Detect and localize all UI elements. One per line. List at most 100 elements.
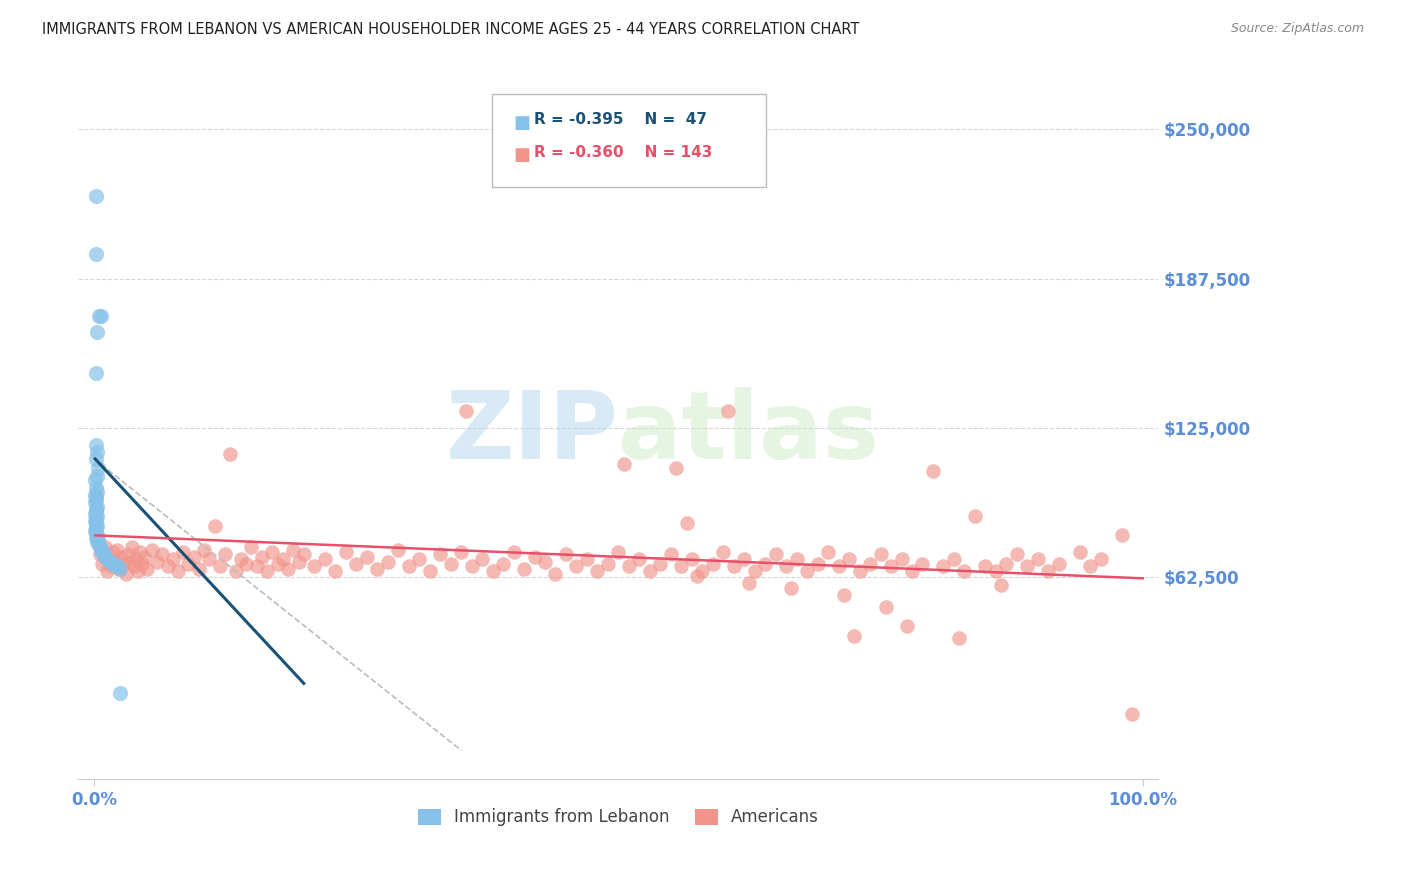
Point — [450, 545, 472, 559]
Point — [134, 549, 156, 564]
Legend: Immigrants from Lebanon, Americans: Immigrants from Lebanon, Americans — [411, 802, 825, 833]
Point — [596, 557, 619, 571]
Point — [112, 557, 135, 571]
Point — [948, 631, 970, 645]
Point — [97, 552, 120, 566]
Point — [110, 549, 132, 564]
Point — [844, 629, 866, 643]
Point — [439, 557, 461, 571]
Point — [429, 548, 451, 562]
Point — [167, 564, 190, 578]
Point — [796, 564, 818, 578]
Point — [896, 619, 918, 633]
Point — [717, 404, 740, 418]
Point — [613, 457, 636, 471]
Point — [118, 555, 141, 569]
Point — [98, 555, 121, 569]
Point — [214, 548, 236, 562]
Point — [1017, 559, 1039, 574]
Point — [89, 548, 111, 562]
Text: IMMIGRANTS FROM LEBANON VS AMERICAN HOUSEHOLDER INCOME AGES 25 - 44 YEARS CORREL: IMMIGRANTS FROM LEBANON VS AMERICAN HOUS… — [42, 22, 859, 37]
Point — [984, 564, 1007, 578]
Point — [974, 559, 997, 574]
Point — [565, 559, 588, 574]
Point — [995, 557, 1018, 571]
Point — [1069, 545, 1091, 559]
Point — [108, 562, 131, 576]
Point — [84, 516, 107, 531]
Point — [838, 552, 860, 566]
Point — [84, 451, 107, 466]
Text: ZIP: ZIP — [446, 386, 619, 479]
Point — [775, 559, 797, 574]
Point — [754, 557, 776, 571]
Point — [246, 559, 269, 574]
Point — [110, 686, 132, 700]
Point — [419, 564, 441, 578]
Text: R = -0.360    N = 143: R = -0.360 N = 143 — [534, 145, 713, 160]
Point — [827, 559, 849, 574]
Point — [101, 545, 124, 559]
Point — [1111, 528, 1133, 542]
Point — [356, 549, 378, 564]
Point — [84, 524, 107, 538]
Point — [86, 485, 108, 500]
Point — [105, 542, 128, 557]
Point — [681, 552, 703, 566]
Point — [87, 533, 110, 547]
Point — [922, 464, 945, 478]
Point — [87, 533, 110, 547]
Point — [628, 552, 651, 566]
Point — [323, 564, 346, 578]
Point — [141, 542, 163, 557]
Point — [650, 557, 672, 571]
Point — [1078, 559, 1101, 574]
Point — [86, 528, 108, 542]
Point — [86, 535, 108, 549]
Point — [89, 541, 111, 555]
Point — [104, 558, 127, 573]
Point — [366, 562, 388, 576]
Point — [733, 552, 755, 566]
Point — [87, 461, 110, 475]
Point — [711, 545, 734, 559]
Point — [335, 545, 357, 559]
Point — [90, 542, 112, 557]
Point — [859, 557, 882, 571]
Point — [555, 548, 578, 562]
Point — [156, 559, 179, 574]
Point — [84, 366, 107, 380]
Point — [93, 541, 115, 555]
Point — [93, 548, 115, 562]
Point — [90, 309, 112, 323]
Point — [110, 562, 132, 576]
Point — [492, 557, 515, 571]
Point — [953, 564, 976, 578]
Point — [172, 545, 194, 559]
Point — [122, 559, 145, 574]
Point — [86, 518, 108, 533]
Point — [1047, 557, 1070, 571]
Point — [162, 552, 184, 566]
Text: ■: ■ — [513, 114, 530, 132]
Point — [101, 557, 124, 571]
Point — [84, 481, 107, 495]
Point — [659, 548, 682, 562]
Point — [901, 564, 924, 578]
Point — [786, 552, 808, 566]
Point — [471, 552, 494, 566]
Point — [287, 555, 309, 569]
Point — [250, 549, 273, 564]
Point — [177, 557, 200, 571]
Point — [84, 502, 107, 516]
Point — [86, 444, 108, 458]
Point — [150, 548, 173, 562]
Point — [765, 548, 787, 562]
Text: atlas: atlas — [619, 386, 879, 479]
Point — [875, 599, 897, 614]
Point — [91, 557, 114, 571]
Point — [990, 578, 1012, 592]
Point — [723, 559, 745, 574]
Point — [84, 492, 107, 507]
Point — [135, 562, 157, 576]
